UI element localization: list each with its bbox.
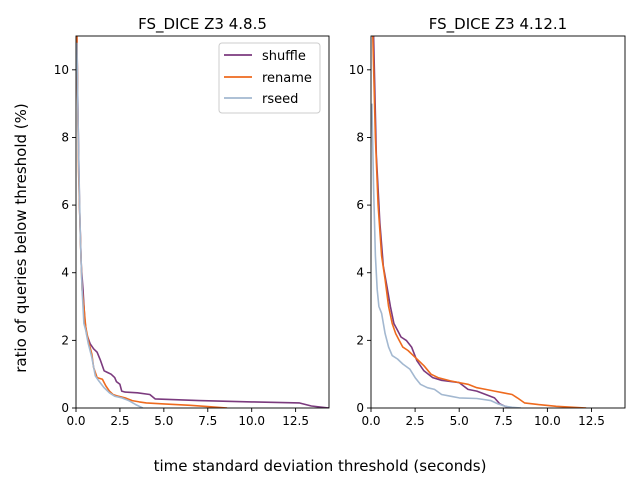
y-tick-label: 4 xyxy=(356,266,364,280)
y-axis-label: ratio of queries below threshold (%) xyxy=(12,103,30,372)
y-tick-label: 10 xyxy=(54,63,69,77)
x-tick-label: 10.0 xyxy=(238,414,265,428)
y-tick-label: 2 xyxy=(356,333,364,347)
chart-title: FS_DICE Z3 4.8.5 xyxy=(138,15,267,34)
y-tick-label: 4 xyxy=(61,266,69,280)
x-tick-label: 7.5 xyxy=(198,414,217,428)
y-tick-label: 6 xyxy=(61,198,69,212)
series-line-shuffle xyxy=(372,36,513,408)
plot-frame xyxy=(370,35,626,409)
x-tick-label: 0.0 xyxy=(66,414,85,428)
series-line-rseed xyxy=(371,103,521,408)
x-tick-label: 5.0 xyxy=(450,414,469,428)
x-tick-label: 0.0 xyxy=(361,414,380,428)
y-tick-label: 8 xyxy=(61,130,69,144)
right-chart-panel: 0.0 2.5 5.0 7.5 10.0 12.5 0 2 4 6 8 10 FS_DICE Z3 4.… xyxy=(349,15,626,428)
x-tick-label: 2.5 xyxy=(406,414,425,428)
x-tick-label: 12.5 xyxy=(578,414,605,428)
left-chart-panel: 0.0 2.5 5.0 7.5 10.0 12.5 0 2 4 6 8 10 FS_DICE Z3 4.… xyxy=(54,15,330,428)
x-tick-label: 5.0 xyxy=(154,414,173,428)
y-tick-label: 10 xyxy=(349,63,364,77)
series-line-rename xyxy=(76,36,228,408)
y-tick-label: 8 xyxy=(356,130,364,144)
chart-title: FS_DICE Z3 4.12.1 xyxy=(429,15,567,34)
y-tick-label: 0 xyxy=(356,401,364,415)
x-axis-label: time standard deviation threshold (secon… xyxy=(154,457,487,475)
legend: shuffle rename rseed xyxy=(218,42,321,114)
legend-label-shuffle: shuffle xyxy=(262,49,306,64)
x-tick-label: 7.5 xyxy=(494,414,513,428)
x-tick-label: 2.5 xyxy=(110,414,129,428)
series-line-rseed xyxy=(76,42,144,408)
x-tick-label: 10.0 xyxy=(534,414,561,428)
plot-frame xyxy=(75,35,330,409)
y-tick-label: 0 xyxy=(61,401,69,415)
y-tick-label: 6 xyxy=(356,198,364,212)
legend-label-rseed: rseed xyxy=(262,92,298,107)
legend-label-rename: rename xyxy=(262,71,312,86)
series-line-rename xyxy=(372,36,587,408)
x-tick-label: 12.5 xyxy=(282,414,309,428)
legend-frame xyxy=(218,42,321,114)
y-tick-label: 2 xyxy=(61,333,69,347)
